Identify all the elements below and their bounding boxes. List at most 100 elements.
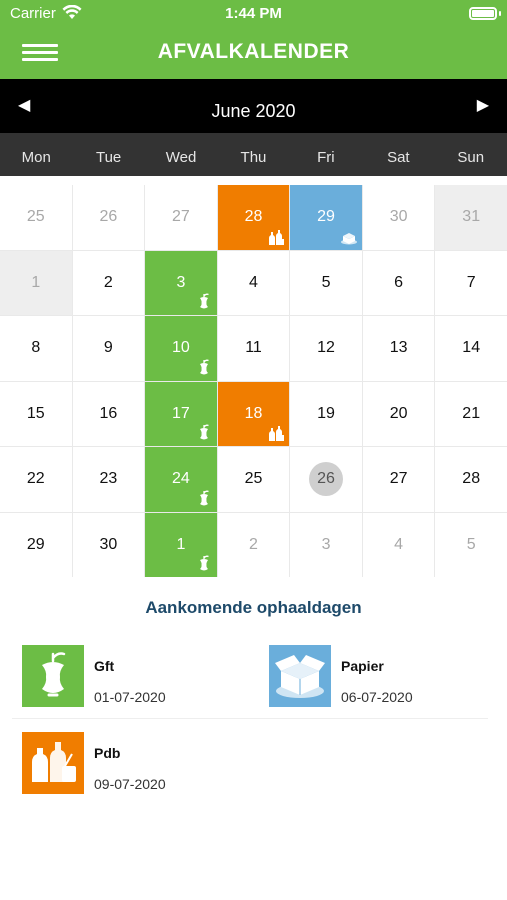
calendar-day[interactable]: 29 (290, 185, 362, 250)
upcoming-item-date: 06-07-2020 (341, 689, 413, 705)
clock: 1:44 PM (225, 5, 282, 22)
calendar-day[interactable]: 9 (72, 316, 145, 381)
apple-core-icon (195, 555, 213, 573)
calendar-day[interactable]: 18 (217, 381, 290, 446)
hamburger-menu-icon[interactable] (22, 41, 62, 65)
day-number: 7 (466, 273, 476, 291)
weekday-label: Sat (387, 149, 410, 166)
weekday-label: Tue (95, 149, 122, 166)
status-bar: Carrier 1:44 PM (0, 0, 507, 28)
calendar-day[interactable]: 4 (217, 250, 290, 315)
app-header: AFVALKALENDER (0, 28, 507, 79)
calendar-grid: 25 26 27 28 29 30 31 1 2 3 4 5 6 7 8 9 10 11 12 13 14 15 16 17 1… (0, 185, 507, 577)
calendar-day[interactable]: 21 (435, 381, 507, 446)
day-number: 4 (249, 273, 258, 291)
calendar-day[interactable]: 25 (217, 447, 290, 512)
calendar-day[interactable]: 15 (0, 381, 72, 446)
day-number: 4 (394, 535, 404, 553)
day-number: 27 (172, 208, 190, 226)
day-number: 10 (172, 339, 190, 357)
upcoming-item-papier[interactable]: Papier 06-07-2020 (269, 645, 499, 709)
calendar-day[interactable]: 2 (72, 250, 145, 315)
day-number: 19 (317, 404, 335, 422)
calendar-day[interactable]: 27 (145, 185, 217, 250)
day-number: 1 (31, 273, 41, 291)
calendar-day[interactable]: 12 (290, 316, 362, 381)
day-number: 24 (172, 470, 190, 488)
calendar-day[interactable]: 5 (290, 250, 362, 315)
calendar-day[interactable]: 3 (145, 250, 217, 315)
day-number: 18 (244, 404, 263, 422)
calendar-day[interactable]: 29 (0, 512, 72, 577)
day-number: 15 (26, 404, 45, 422)
day-number: 25 (26, 208, 45, 226)
day-number: 16 (99, 404, 118, 422)
calendar-day[interactable]: 2 (217, 512, 290, 577)
calendar-day[interactable]: 10 (145, 316, 217, 381)
calendar-day[interactable]: 17 (145, 381, 217, 446)
weekday-label: Mon (21, 149, 51, 166)
upcoming-item-pdb[interactable]: Pdb 09-07-2020 (22, 732, 252, 796)
calendar-day[interactable]: 26 (290, 447, 362, 512)
calendar-day[interactable]: 6 (362, 250, 435, 315)
day-number: 31 (462, 208, 481, 226)
calendar-day[interactable]: 24 (145, 447, 217, 512)
upcoming-item-gft[interactable]: Gft 01-07-2020 (22, 645, 252, 709)
next-month-icon[interactable]: ▶ (476, 97, 489, 114)
day-number: 6 (394, 273, 404, 291)
apple-core-icon (195, 359, 213, 377)
apple-core-icon (195, 424, 213, 442)
calendar-day[interactable]: 14 (435, 316, 507, 381)
calendar-day[interactable]: 1 (145, 512, 217, 577)
upcoming-item-date: 01-07-2020 (94, 689, 166, 705)
calendar-day[interactable]: 7 (435, 250, 507, 315)
day-number: 21 (462, 404, 481, 422)
day-number: 5 (321, 273, 331, 291)
day-number: 30 (389, 208, 408, 226)
month-navigation: ◀ June 2020 ▶ (0, 79, 507, 133)
weekday-label: Wed (165, 149, 197, 166)
calendar-day[interactable]: 30 (362, 185, 435, 250)
calendar-day[interactable]: 4 (362, 512, 435, 577)
day-number: 29 (26, 535, 45, 553)
calendar-day[interactable]: 8 (0, 316, 72, 381)
weekday-label: Fri (317, 149, 335, 166)
weekday-label: Thu (240, 149, 267, 166)
calendar-day[interactable]: 5 (435, 512, 507, 577)
calendar-day[interactable]: 1 (0, 250, 72, 315)
calendar-day[interactable]: 28 (217, 185, 290, 250)
battery-icon (469, 7, 497, 20)
day-number: 11 (245, 339, 262, 357)
page-title: AFVALKALENDER (157, 40, 350, 63)
calendar-day[interactable]: 11 (217, 316, 290, 381)
day-number: 22 (26, 470, 45, 488)
calendar-day[interactable]: 28 (435, 447, 507, 512)
day-number: 25 (244, 470, 263, 488)
day-number: 28 (462, 470, 481, 488)
apple-core-icon (22, 645, 84, 707)
day-number: 27 (389, 470, 408, 488)
day-number: 2 (103, 273, 113, 291)
weekday-header: Mon Tue Wed Thu Fri Sat Sun (0, 133, 507, 176)
day-number: 29 (317, 208, 335, 226)
calendar-day[interactable]: 19 (290, 381, 362, 446)
calendar-day[interactable]: 23 (72, 447, 145, 512)
calendar-day[interactable]: 16 (72, 381, 145, 446)
previous-month-icon[interactable]: ◀ (18, 97, 31, 114)
wifi-icon (62, 4, 82, 25)
calendar-day[interactable]: 3 (290, 512, 362, 577)
calendar-day[interactable]: 13 (362, 316, 435, 381)
calendar-day[interactable]: 26 (72, 185, 145, 250)
calendar-day[interactable]: 27 (362, 447, 435, 512)
calendar-day[interactable]: 30 (72, 512, 145, 577)
calendar-day[interactable]: 31 (435, 185, 507, 250)
calendar-day[interactable]: 20 (362, 381, 435, 446)
calendar-day[interactable]: 25 (0, 185, 72, 250)
calendar-day[interactable]: 22 (0, 447, 72, 512)
upcoming-item-name: Papier (341, 658, 384, 674)
day-number: 26 (99, 208, 118, 226)
upcoming-item-name: Pdb (94, 745, 121, 761)
day-number: 1 (176, 535, 186, 553)
bottles-icon (267, 424, 285, 442)
box-icon (340, 228, 358, 246)
